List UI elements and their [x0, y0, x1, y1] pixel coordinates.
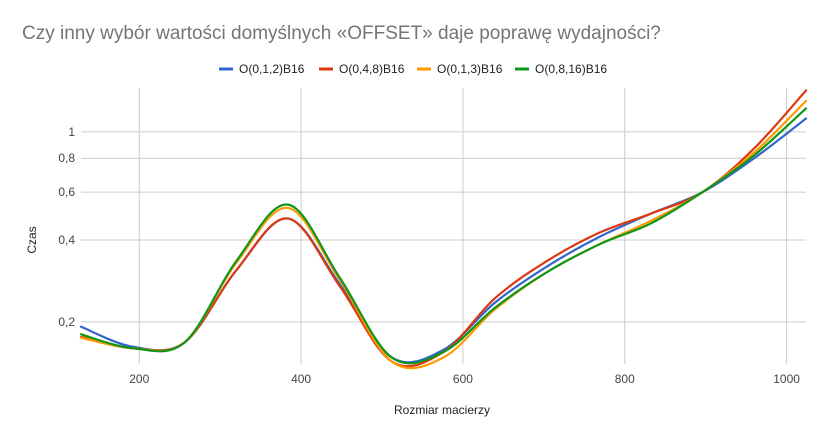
x-tick-label: 1000 [773, 372, 800, 386]
legend-item: O(0,1,2)B16 [219, 62, 305, 76]
x-tick-label: 600 [453, 372, 473, 386]
legend-item: O(0,8,16)B16 [515, 62, 607, 76]
y-tick-label: 0,6 [58, 185, 75, 199]
legend-label: O(0,1,3)B16 [437, 62, 503, 76]
series-line-3 [79, 99, 808, 370]
legend-item: O(0,1,3)B16 [417, 62, 503, 76]
legend-label: O(0,1,2)B16 [239, 62, 305, 76]
y-axis-label: Czas [25, 226, 39, 253]
x-tick-label: 800 [615, 372, 635, 386]
x-tick-label: 200 [129, 372, 149, 386]
chart-title: Czy inny wybór wartości domyślnych «OFFS… [22, 23, 661, 44]
y-tick-label: 1 [68, 125, 75, 139]
y-axis-ticks: 0,2 0,4 0,6 0,8 1 [58, 125, 75, 329]
legend-label: O(0,8,16)B16 [535, 62, 607, 76]
y-tick-label: 0,4 [58, 233, 75, 247]
y-tick-label: 0,2 [58, 315, 75, 329]
series-lines [79, 89, 808, 370]
legend: O(0,1,2)B16 O(0,4,8)B16 O(0,1,3)B16 O(0,8,1… [219, 62, 607, 76]
legend-label: O(0,4,8)B16 [339, 62, 405, 76]
x-axis-ticks: 200 400 600 800 1000 [129, 372, 800, 386]
x-tick-label: 400 [291, 372, 311, 386]
series-line-4 [79, 107, 808, 365]
y-tick-label: 0,8 [58, 151, 75, 165]
x-axis-label: Rozmiar macierzy [394, 403, 490, 417]
legend-item: O(0,4,8)B16 [319, 62, 405, 76]
grid [81, 88, 806, 364]
